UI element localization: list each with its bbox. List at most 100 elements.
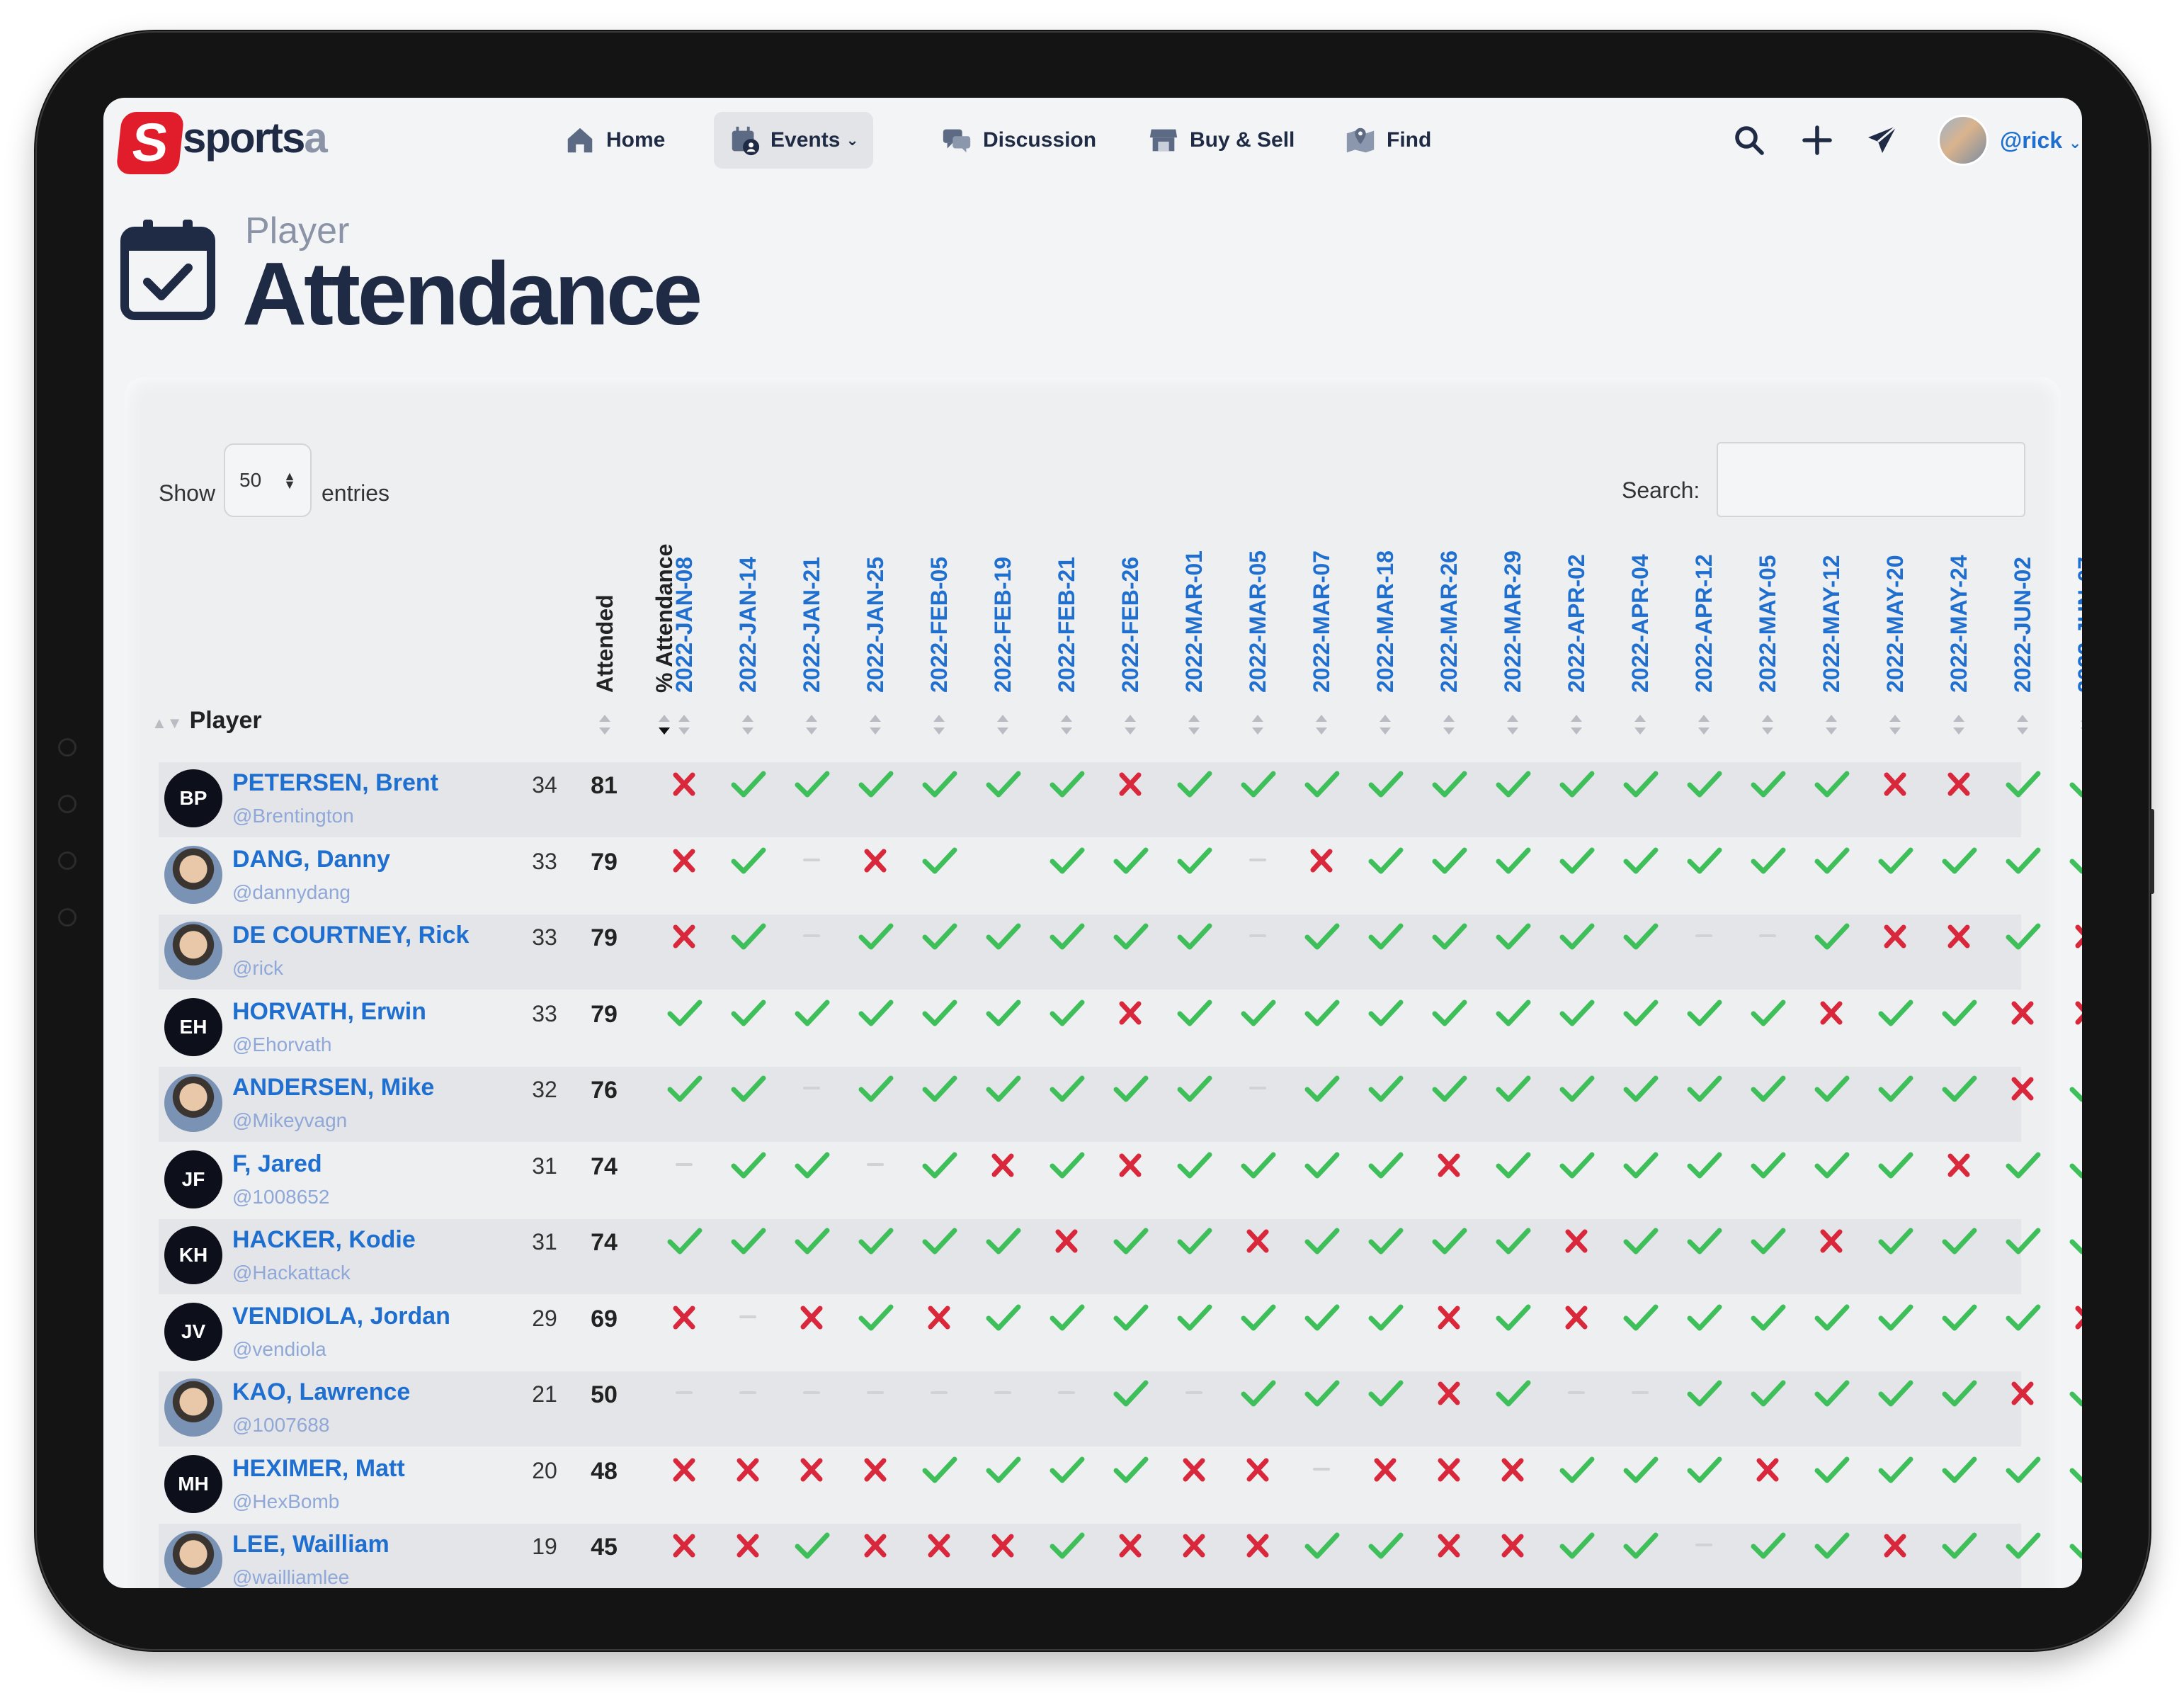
col-header-date[interactable]: 2022-FEB-26 bbox=[1117, 556, 1143, 693]
col-header-date[interactable]: 2022-JAN-14 bbox=[735, 556, 761, 693]
sort-icon[interactable] bbox=[677, 713, 691, 737]
avatar[interactable]: BP bbox=[164, 769, 222, 827]
player-name-link[interactable]: HORVATH, Erwin bbox=[232, 997, 426, 1025]
avatar[interactable]: KH bbox=[164, 1226, 222, 1284]
player-handle[interactable]: @Ehorvath bbox=[232, 1033, 332, 1055]
table-search-input[interactable] bbox=[1717, 442, 2025, 517]
avatar[interactable] bbox=[164, 1074, 222, 1132]
sort-icon[interactable] bbox=[657, 713, 671, 737]
col-header-date[interactable]: 2022-APR-02 bbox=[1564, 554, 1589, 693]
avatar[interactable] bbox=[164, 1531, 222, 1588]
plus-icon[interactable] bbox=[1800, 123, 1834, 157]
player-handle[interactable]: @1008652 bbox=[232, 1185, 330, 1208]
col-header-date[interactable]: 2022-JAN-21 bbox=[799, 556, 824, 693]
search-icon[interactable] bbox=[1732, 123, 1766, 157]
avatar[interactable] bbox=[164, 1378, 222, 1437]
sort-icon[interactable] bbox=[1442, 713, 1456, 737]
col-header-date[interactable]: 2022-MAY-20 bbox=[1882, 555, 1908, 693]
col-header-date[interactable]: 2022-MAR-07 bbox=[1309, 550, 1334, 693]
player-handle[interactable]: @1007688 bbox=[232, 1414, 330, 1436]
sort-icon[interactable] bbox=[2079, 713, 2082, 737]
col-header-attended[interactable]: Attended bbox=[592, 594, 618, 693]
player-name-link[interactable]: ANDERSEN, Mike bbox=[232, 1074, 435, 1101]
player-handle[interactable]: @vendiola bbox=[232, 1337, 326, 1360]
sort-icon[interactable] bbox=[1761, 713, 1775, 737]
col-header-date[interactable]: 2022-FEB-19 bbox=[990, 556, 1016, 693]
sort-icon[interactable] bbox=[1187, 713, 1201, 737]
sort-icon[interactable] bbox=[2015, 713, 2030, 737]
avatar[interactable] bbox=[164, 922, 222, 980]
player-name-link[interactable]: KAO, Lawrence bbox=[232, 1378, 411, 1405]
avatar[interactable]: EH bbox=[164, 997, 222, 1056]
col-header-date[interactable]: 2022-JUN-02 bbox=[2010, 556, 2035, 693]
sort-icon[interactable] bbox=[1888, 713, 1902, 737]
col-header-date[interactable]: 2022-JAN-08 bbox=[671, 556, 697, 693]
sort-icon[interactable] bbox=[1697, 713, 1711, 737]
sort-icon[interactable] bbox=[996, 713, 1010, 737]
nav-buy-sell[interactable]: Buy & Sell bbox=[1133, 112, 1309, 169]
attendance-cross-icon bbox=[1428, 1376, 1470, 1411]
player-handle[interactable]: @wailliamlee bbox=[232, 1566, 350, 1588]
col-header-date[interactable]: 2022-APR-04 bbox=[1627, 554, 1653, 693]
user-avatar[interactable] bbox=[1938, 115, 1989, 166]
avatar[interactable]: JV bbox=[164, 1302, 222, 1361]
entries-per-page-select[interactable]: 50 ▲ ▼ bbox=[224, 443, 312, 517]
col-header-date[interactable]: 2022-APR-12 bbox=[1691, 554, 1717, 693]
sort-icon[interactable] bbox=[741, 713, 755, 737]
send-icon[interactable] bbox=[1865, 123, 1899, 157]
player-name-link[interactable]: F, Jared bbox=[232, 1150, 322, 1177]
sort-icon[interactable] bbox=[868, 713, 882, 737]
avatar[interactable] bbox=[164, 845, 222, 904]
col-header-date[interactable]: 2022-MAR-26 bbox=[1436, 550, 1462, 693]
sportsa-logo-word[interactable]: sportsa bbox=[183, 113, 328, 162]
store-icon bbox=[1147, 124, 1180, 157]
sort-icon[interactable] bbox=[1506, 713, 1520, 737]
col-header-date[interactable]: 2022-MAR-18 bbox=[1372, 550, 1398, 693]
table-row: EH HORVATH, Erwin @Ehorvath 33 79 bbox=[159, 991, 2082, 1066]
sort-icon[interactable] bbox=[932, 713, 946, 737]
player-name-link[interactable]: HEXIMER, Matt bbox=[232, 1454, 405, 1482]
avatar[interactable]: JF bbox=[164, 1150, 222, 1208]
sort-icon[interactable] bbox=[1059, 713, 1074, 737]
sort-icon[interactable] bbox=[1952, 713, 1966, 737]
nav-events[interactable]: Events ⌄ bbox=[714, 112, 873, 169]
sort-icon[interactable] bbox=[1569, 713, 1583, 737]
col-header-date[interactable]: 2022-FEB-21 bbox=[1054, 556, 1079, 693]
player-handle[interactable]: @Mikeyvagn bbox=[232, 1109, 348, 1131]
player-name-link[interactable]: VENDIOLA, Jordan bbox=[232, 1302, 450, 1330]
col-header-date[interactable]: 2022-MAY-12 bbox=[1819, 555, 1844, 693]
col-header-date[interactable]: 2022-MAR-29 bbox=[1500, 550, 1525, 693]
col-header-date[interactable]: 2022-JAN-25 bbox=[863, 556, 888, 693]
avatar[interactable]: MH bbox=[164, 1454, 222, 1513]
sort-icon[interactable] bbox=[1633, 713, 1647, 737]
player-name-link[interactable]: PETERSEN, Brent bbox=[232, 769, 438, 796]
player-handle[interactable]: @dannydang bbox=[232, 881, 351, 903]
player-name-link[interactable]: DANG, Danny bbox=[232, 845, 390, 873]
col-header-date[interactable]: 2022-JUN-07 bbox=[2074, 556, 2082, 693]
col-header-date[interactable]: 2022-MAR-05 bbox=[1245, 550, 1270, 693]
col-header-date[interactable]: 2022-MAY-24 bbox=[1946, 555, 1972, 693]
player-name-link[interactable]: HACKER, Kodie bbox=[232, 1226, 416, 1253]
player-name-link[interactable]: LEE, Wailliam bbox=[232, 1531, 389, 1558]
col-header-date[interactable]: 2022-MAR-01 bbox=[1181, 550, 1207, 693]
player-handle[interactable]: @HexBomb bbox=[232, 1490, 340, 1512]
col-header-player[interactable]: ▲▼ Player bbox=[152, 707, 262, 735]
sort-icon[interactable] bbox=[1251, 713, 1265, 737]
sort-icon[interactable] bbox=[1123, 713, 1137, 737]
player-handle[interactable]: @Brentington bbox=[232, 805, 354, 827]
nav-home[interactable]: Home bbox=[550, 112, 679, 169]
col-header-date[interactable]: 2022-FEB-05 bbox=[926, 556, 952, 693]
sort-icon[interactable] bbox=[804, 713, 819, 737]
player-name-link[interactable]: DE COURTNEY, Rick bbox=[232, 922, 470, 949]
sort-icon[interactable] bbox=[1824, 713, 1838, 737]
nav-discussion[interactable]: Discussion bbox=[926, 112, 1110, 169]
sort-icon[interactable] bbox=[598, 713, 612, 737]
sort-icon[interactable] bbox=[1314, 713, 1329, 737]
player-handle[interactable]: @rick bbox=[232, 957, 283, 979]
player-handle[interactable]: @Hackattack bbox=[232, 1262, 351, 1284]
sort-icon[interactable] bbox=[1378, 713, 1392, 737]
sportsa-logo-mark[interactable]: S bbox=[115, 112, 185, 174]
nav-find[interactable]: Find bbox=[1330, 112, 1445, 169]
user-menu[interactable]: @rick ⌄ bbox=[2000, 128, 2081, 154]
col-header-date[interactable]: 2022-MAY-05 bbox=[1755, 555, 1780, 693]
